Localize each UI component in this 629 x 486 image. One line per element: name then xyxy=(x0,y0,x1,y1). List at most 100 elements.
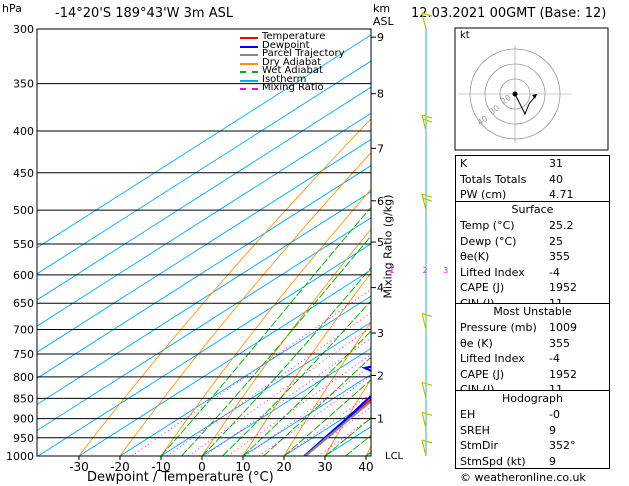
pressure-tick-label: 450 xyxy=(13,167,34,180)
indices-row: K 31 xyxy=(456,156,609,172)
hodo-row: StmDir 352° xyxy=(456,438,609,454)
mu-value: -4 xyxy=(549,352,560,365)
temperature-tick-label: 40 xyxy=(358,460,373,474)
temperature-tick-label: 10 xyxy=(235,460,250,474)
hodo-row: StmSpd (kt) 9 xyxy=(456,454,609,470)
km-tick-label: 6 xyxy=(377,195,384,208)
surface-label: Lifted Index xyxy=(460,265,525,279)
legend-label: Isotherm xyxy=(262,73,307,85)
pressure-tick-label: 400 xyxy=(13,125,34,138)
location-title: -14°20'S 189°43'W 3m ASL xyxy=(55,6,234,21)
pressure-tick-label: 650 xyxy=(13,297,34,310)
profiles xyxy=(303,365,371,456)
isotherm-line xyxy=(37,34,371,249)
dry-adiabat-line xyxy=(283,321,371,456)
km-tick-label: 7 xyxy=(377,142,384,155)
legend-swatch xyxy=(240,45,258,48)
wet-adiabat-line xyxy=(263,356,371,456)
hodo-value: 9 xyxy=(549,454,556,468)
mu-value: 1009 xyxy=(549,321,577,334)
pressure-tick-label: 600 xyxy=(13,269,34,282)
mixing-ratio-label: 3 xyxy=(443,266,448,275)
storm-motion-marker xyxy=(512,91,518,97)
lcl-label: LCL xyxy=(385,451,404,462)
wet-adiabat-line xyxy=(242,330,371,456)
mixing-ratio-line xyxy=(188,326,371,456)
hodo-value: 352° xyxy=(549,439,576,452)
wind-barb-flag xyxy=(422,197,433,202)
wind-barb-flag xyxy=(421,114,433,119)
isotherm-line xyxy=(119,295,371,456)
copyright-text[interactable]: © weatheronline.co.uk xyxy=(460,471,586,484)
mu-row: θe (K) 355 xyxy=(456,336,609,352)
mixing-ratio-line xyxy=(227,353,371,456)
km-tick-label: 3 xyxy=(377,327,384,340)
mixing-ratio-label: 1 xyxy=(389,266,394,275)
hodograph-unit: kt xyxy=(460,30,470,41)
dry-adiabat-line xyxy=(78,118,371,456)
surface-label: Temp (°C) xyxy=(460,219,515,232)
surface-value: 25 xyxy=(549,234,563,248)
pressure-tick-label: 750 xyxy=(13,348,34,361)
wind-barb-flag xyxy=(421,439,433,444)
temperature-tick-label: -20 xyxy=(110,460,130,474)
mixing-ratio-line xyxy=(204,337,371,456)
mixing-ratio-label: 2 xyxy=(423,266,428,275)
hodo-value: -0 xyxy=(549,408,560,421)
mu-label: CAPE (J) xyxy=(460,367,505,381)
isotherm-line xyxy=(37,60,371,275)
legend-label: Mixing Ratio xyxy=(262,82,324,93)
wind-barb-flag xyxy=(421,411,433,416)
axes: 1234681015202530035040045050055060065070… xyxy=(6,23,573,474)
mu-row: CAPE (J) 1952 xyxy=(456,367,609,383)
pressure-tick-label: 500 xyxy=(13,204,34,217)
indices-row: Totals Totals 40 xyxy=(456,172,609,188)
surface-label: CAPE (J) xyxy=(460,281,505,294)
indices-panel: K 31 Totals Totals 40 PW (cm) 4.71 xyxy=(455,155,610,204)
dry-adiabat-line xyxy=(119,152,371,456)
mu-value: 1952 xyxy=(549,367,577,381)
mu-row: Pressure (mb) 1009 xyxy=(456,320,609,336)
mixing-ratio-axis-title: Mixing Ratio (g/kg) xyxy=(381,194,395,299)
legend-swatch xyxy=(240,71,258,73)
index-label: PW (cm) xyxy=(460,188,507,201)
dry-adiabat-line xyxy=(612,29,629,456)
index-label: K xyxy=(460,157,468,170)
isotherm-line xyxy=(37,86,371,301)
wind-barb-flag xyxy=(421,312,433,318)
pressure-tick-label: 700 xyxy=(13,324,34,337)
temperature-tick-label: 30 xyxy=(317,460,332,474)
legend-swatch xyxy=(240,88,258,90)
km-tick-label: 5 xyxy=(377,236,384,249)
km-tick-label: 8 xyxy=(377,88,384,101)
hodograph-arrow xyxy=(532,94,537,99)
wind-barb-flag xyxy=(421,12,433,17)
mu-label: Pressure (mb) xyxy=(460,321,537,334)
wind-barb xyxy=(421,114,427,132)
surface-value: 25.2 xyxy=(549,219,574,232)
wind-barb-flag xyxy=(421,381,433,386)
temperature-tick-label: -30 xyxy=(69,460,89,474)
km-axis-label: km xyxy=(373,2,391,15)
temperature-tick-label: 0 xyxy=(198,460,206,474)
isotherm-line xyxy=(160,321,371,456)
legend-label: Wet Adiabat xyxy=(262,65,323,76)
legend-swatch xyxy=(240,37,258,39)
hodo-value: 9 xyxy=(549,423,556,437)
hpa-axis-label: hPa xyxy=(2,2,22,15)
mu-label: θe (K) xyxy=(460,336,493,350)
most-unstable-panel: Most Unstable Pressure (mb) 1009 θe (K) 35… xyxy=(455,303,610,396)
mu-value: 355 xyxy=(549,336,570,350)
km-tick-label: 1 xyxy=(377,413,384,426)
mu-label: Lifted Index xyxy=(460,352,525,365)
pressure-tick-label: 550 xyxy=(13,238,34,251)
km-tick-label: 2 xyxy=(377,370,384,383)
dry-adiabat-line xyxy=(324,378,371,456)
isotherm-line xyxy=(242,373,371,456)
legend-swatch xyxy=(240,54,258,56)
legend-label: Dry Adiabat xyxy=(262,56,322,68)
hodo-label: StmDir xyxy=(460,439,499,452)
temperature-tick-label: 20 xyxy=(276,460,291,474)
hodograph-table-title: Hodograph xyxy=(502,392,563,405)
